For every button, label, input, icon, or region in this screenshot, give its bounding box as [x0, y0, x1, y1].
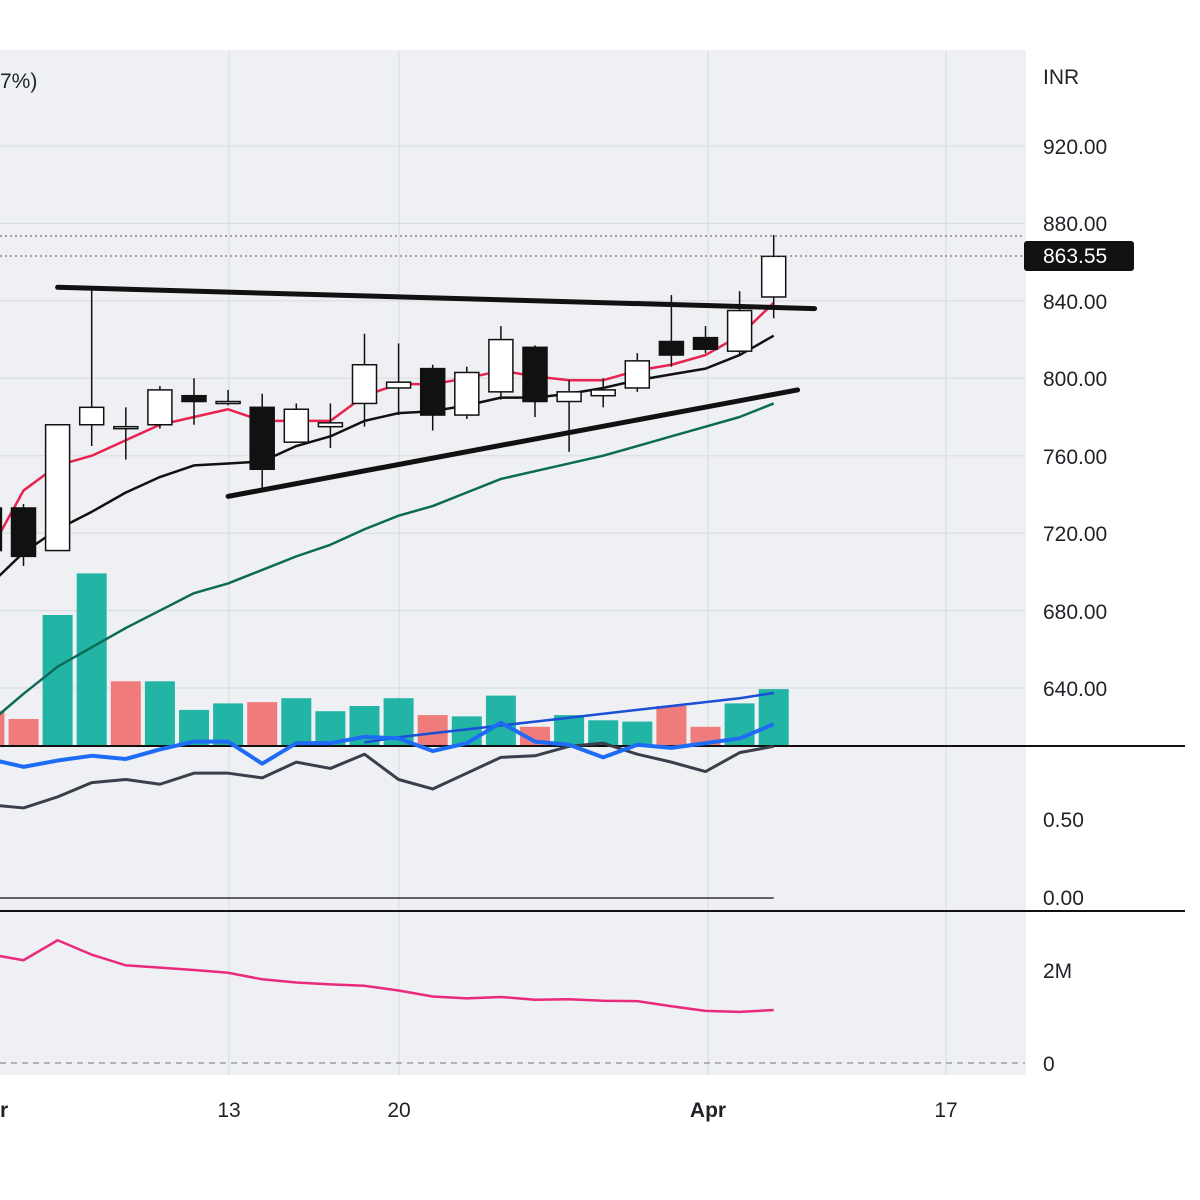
volume-bar [485, 695, 516, 745]
chart-title-fragment: 7%) [0, 70, 37, 93]
volume-bars [0, 573, 789, 745]
indicator1-line-a [0, 720, 775, 769]
candle-body [249, 406, 275, 471]
x-axis-label: r [0, 1099, 8, 1122]
last-price-value: 863.55 [1043, 245, 1107, 268]
candle-body [317, 422, 344, 428]
indicator2-line [0, 938, 774, 1014]
indicator2-tick-label: 2M [1043, 960, 1072, 983]
volume-bar [588, 720, 619, 745]
price-tick-label: 880.00 [1043, 213, 1107, 236]
candle-body [283, 408, 310, 443]
candle-body [113, 425, 139, 430]
price-tick-label: 920.00 [1043, 136, 1107, 159]
volume-ma-line [364, 691, 774, 744]
candle-body [522, 346, 548, 403]
price-tick-label: 840.00 [1043, 291, 1107, 314]
x-axis-label: Apr [690, 1099, 726, 1122]
indicator1-lines [0, 720, 775, 899]
price-tick-label: 720.00 [1043, 523, 1107, 546]
volume-bar [42, 615, 73, 745]
last-price-badge [1024, 241, 1134, 271]
indicator1-line-b [0, 741, 774, 810]
x-axis-label: 13 [217, 1099, 240, 1122]
candlesticks [0, 235, 787, 567]
volume-bar [8, 719, 39, 745]
vertical-gridlines [228, 50, 947, 1075]
volume-bar [213, 703, 244, 745]
trendlines [55, 284, 818, 499]
currency-label: INR [1043, 66, 1079, 89]
candle-body [760, 255, 787, 298]
price-axis-ticks: 920.00 880.00 840.00 800.00 760.00 720.0… [1043, 136, 1107, 701]
candle-body [181, 394, 207, 403]
candle-body [10, 507, 37, 558]
candle-body [78, 406, 105, 426]
candle-body [488, 338, 514, 393]
candle-body [454, 371, 480, 416]
indicator1-tick-label: 0.50 [1043, 809, 1084, 832]
candle-body [44, 423, 71, 552]
volume-bar [417, 715, 448, 745]
price-tick-label: 800.00 [1043, 368, 1107, 391]
candle-body [215, 400, 241, 405]
volume-bar [179, 709, 209, 745]
volume-bar [144, 681, 175, 745]
x-axis-label: 17 [934, 1099, 957, 1122]
candle-body [419, 367, 446, 416]
trendline [55, 284, 818, 312]
volume-bar [622, 721, 653, 745]
indicator1-tick-label: 0.00 [1043, 887, 1084, 910]
indicator2-lines [0, 938, 774, 1014]
candle-body [0, 507, 3, 552]
indicator2-tick-label: 0 [1043, 1053, 1055, 1076]
volume-bar [110, 681, 141, 745]
indicator2-pane-background [0, 912, 1026, 1075]
candle-body [692, 336, 719, 350]
candle-body [624, 360, 651, 389]
trendline [225, 387, 801, 499]
candle-body [351, 363, 378, 405]
candle-body [726, 309, 753, 352]
x-axis-label: 20 [387, 1099, 410, 1122]
volume-bar [247, 702, 278, 745]
candle-body [385, 381, 412, 389]
volume-bar [76, 573, 107, 745]
price-tick-label: 680.00 [1043, 601, 1107, 624]
volume-bar [758, 689, 789, 745]
candle-body [590, 389, 616, 397]
volume-ma-line [364, 691, 774, 744]
candle-body [147, 389, 173, 426]
volume-bar [656, 706, 687, 745]
candle-body [658, 340, 685, 356]
candle-body [556, 391, 582, 403]
volume-bar [281, 698, 312, 745]
volume-bar [0, 711, 5, 745]
indicator1-pane-background [0, 747, 1026, 910]
price-tick-label: 760.00 [1043, 446, 1107, 469]
ema-slow-line [0, 402, 775, 716]
price-tick-label: 640.00 [1043, 678, 1107, 701]
